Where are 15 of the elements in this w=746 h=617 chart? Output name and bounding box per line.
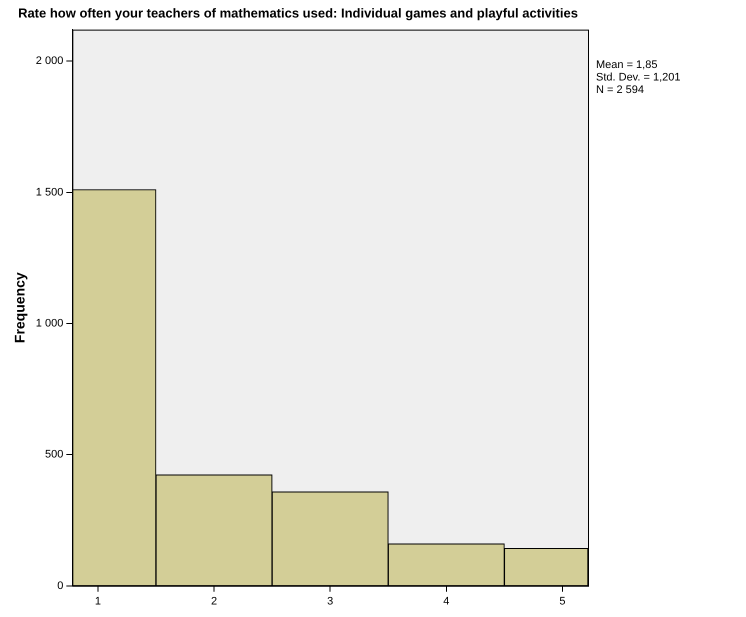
text: N = 2 594 bbox=[596, 84, 644, 96]
y-tick-label: 2 000 bbox=[36, 55, 64, 68]
y-tick-label: 1 000 bbox=[36, 317, 64, 330]
y-axis-title: Frequency bbox=[11, 272, 28, 344]
text: Std. Dev. = 1,201 bbox=[596, 72, 680, 84]
x-tick-label: 4 bbox=[443, 595, 450, 608]
y-tick-label: 0 bbox=[57, 580, 64, 592]
text: Mean = 1,85 bbox=[596, 59, 658, 72]
x-tick-label: 5 bbox=[559, 595, 566, 608]
chart-title: Rate how often your teachers of mathematics used: Individual games and playful activities bbox=[18, 5, 578, 20]
x-tick-label: 2 bbox=[210, 595, 218, 608]
y-tick-label: 500 bbox=[44, 448, 64, 461]
x-tick-label: 1 bbox=[94, 595, 101, 608]
x-tick-label: 3 bbox=[327, 595, 334, 608]
y-tick-label: 1 500 bbox=[36, 186, 64, 198]
